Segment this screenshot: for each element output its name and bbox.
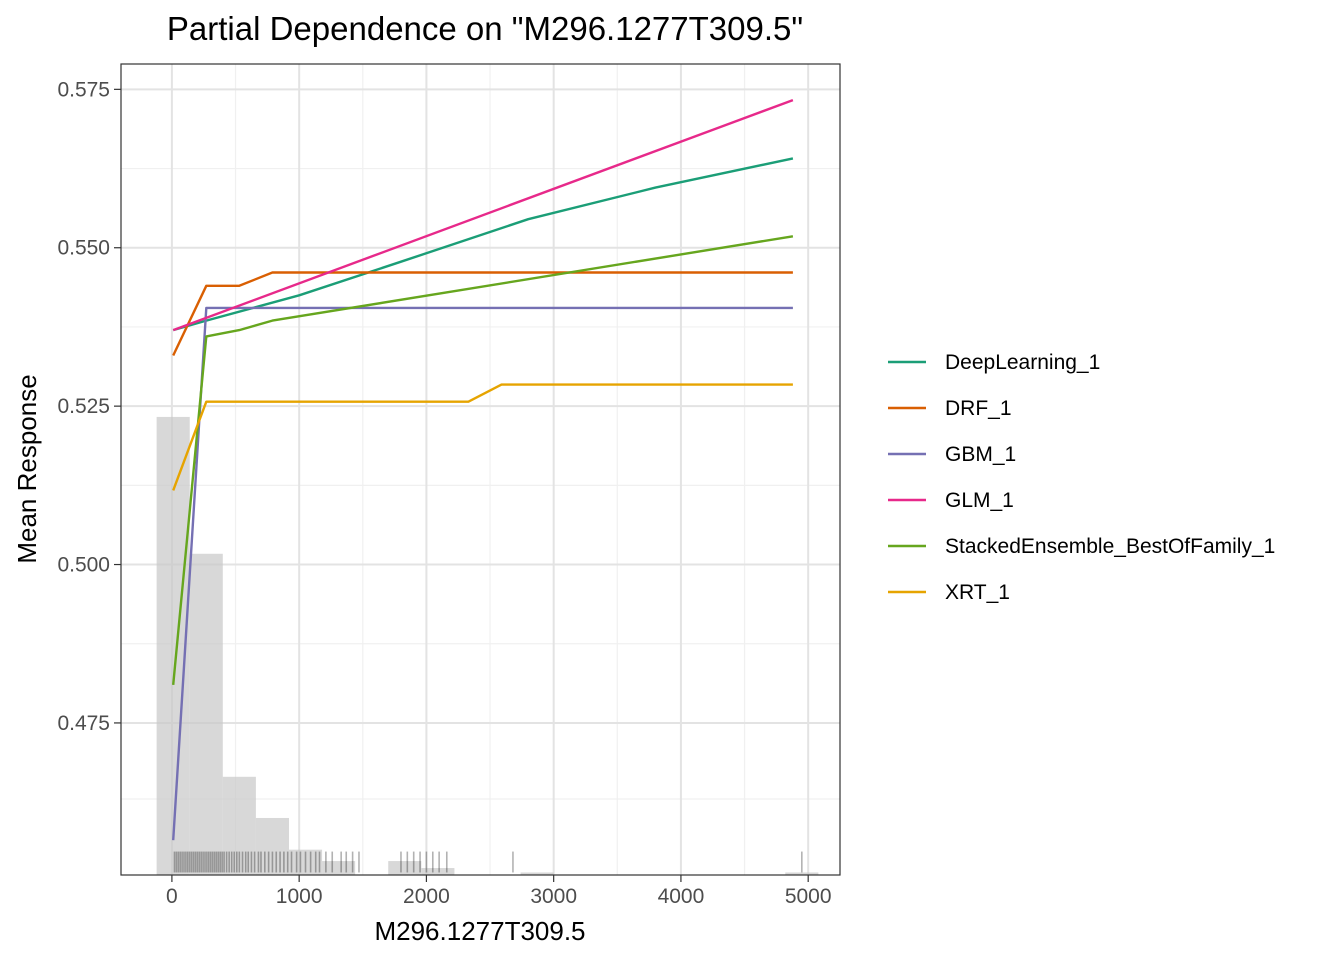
y-tick-label: 0.475	[57, 712, 110, 735]
x-tick-label: 2000	[403, 885, 450, 908]
x-axis-title: M296.1277T309.5	[374, 916, 585, 946]
series-line-stackedensemble-bestoffamily-1	[172, 235, 794, 686]
legend-label-deeplearning-1: DeepLearning_1	[945, 351, 1100, 374]
x-tick-label: 1000	[276, 885, 323, 908]
histogram-bar	[421, 868, 455, 875]
y-tick-label: 0.525	[57, 395, 110, 418]
histogram-bar	[322, 861, 356, 875]
y-tick-label: 0.550	[57, 237, 110, 260]
x-tick-label: 3000	[530, 885, 577, 908]
histogram-bar	[785, 872, 819, 875]
series-lines	[172, 98, 794, 841]
histogram-bar	[388, 861, 422, 875]
series-line-xrt-1	[172, 383, 793, 491]
rug-marks	[173, 851, 803, 873]
plot-panel	[121, 64, 840, 875]
y-axis-title: Mean Response	[12, 374, 42, 563]
legend-label-xrt-1: XRT_1	[945, 581, 1010, 604]
x-tick-label: 0	[166, 885, 178, 908]
x-tick-label: 4000	[658, 885, 705, 908]
histogram-bar	[222, 776, 256, 875]
x-axis: 0 1000 2000 3000 4000 5000	[166, 875, 832, 908]
histogram-bars	[156, 416, 819, 875]
histogram-bar	[255, 817, 289, 875]
plot-border	[120, 63, 841, 876]
series-line-drf-1	[172, 271, 793, 357]
series-line-glm-1	[172, 98, 794, 332]
histogram-bar	[520, 872, 554, 875]
legend-label-drf-1: DRF_1	[945, 397, 1012, 420]
y-tick-label: 0.575	[57, 78, 110, 101]
legend-label-gbm-1: GBM_1	[945, 443, 1016, 466]
y-tick-label: 0.500	[57, 554, 110, 577]
y-axis: 0.475 0.500 0.525 0.550 0.575	[57, 78, 121, 735]
series-line-gbm-1	[172, 306, 793, 841]
legend-label-stackedensemble-bestoffamily-1: StackedEnsemble_BestOfFamily_1	[945, 535, 1275, 558]
legend-label-glm-1: GLM_1	[945, 489, 1014, 512]
histogram-bar	[288, 849, 323, 875]
x-tick-label: 5000	[785, 885, 832, 908]
chart-title: Partial Dependence on "M296.1277T309.5"	[167, 10, 803, 47]
histogram-bar	[189, 553, 223, 875]
major-gridlines	[121, 64, 840, 875]
legend: DeepLearning_1 DRF_1 GBM_1 GLM_1 StackedEnse…	[888, 351, 1275, 604]
